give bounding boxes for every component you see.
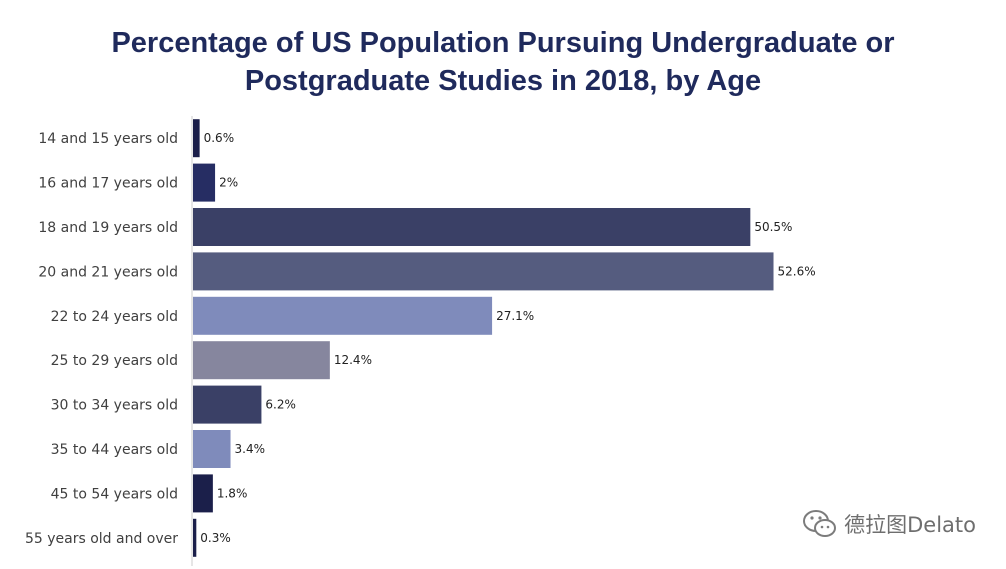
chart-title-line-1: Percentage of US Population Pursuing Und… (111, 27, 895, 59)
category-label: 35 to 44 years old (51, 442, 178, 458)
bar (193, 208, 751, 246)
value-label: 3.4% (235, 442, 265, 456)
value-label: 12.4% (334, 353, 372, 367)
value-label: 6.2% (265, 398, 296, 412)
bar (193, 119, 200, 158)
bar (193, 341, 330, 380)
wechat-icon (802, 509, 838, 539)
value-label: 2% (219, 176, 238, 190)
bar (193, 252, 774, 291)
category-label: 14 and 15 years old (38, 131, 178, 147)
watermark: 德拉图Delato (802, 509, 976, 539)
category-label: 45 to 54 years old (51, 486, 178, 502)
value-label: 52.6% (778, 264, 816, 278)
category-label: 16 and 17 years old (38, 176, 178, 192)
value-label: 0.6% (204, 131, 235, 145)
bar (193, 163, 216, 202)
category-label: 18 and 19 years old (38, 220, 178, 236)
bars-group: 14 and 15 years old 0.6% 16 and 17 years o… (25, 119, 816, 557)
category-label: 30 to 34 years old (51, 398, 178, 414)
category-label: 20 and 21 years old (38, 264, 178, 280)
value-label: 1.8% (217, 486, 248, 500)
bar (193, 296, 493, 335)
watermark-text: 德拉图Delato (844, 513, 976, 537)
value-label: 0.3% (200, 531, 231, 545)
category-label: 25 to 29 years old (51, 353, 178, 369)
chart-title: Percentage of US Population Pursuing Und… (0, 24, 1006, 100)
bar (193, 518, 197, 557)
value-label: 27.1% (496, 309, 534, 323)
value-label: 50.5% (754, 220, 792, 234)
bar (193, 474, 213, 513)
chart-title-line-2: Postgraduate Studies in 2018, by Age (244, 65, 762, 97)
bar (193, 385, 262, 424)
bar (193, 430, 231, 468)
category-label: 22 to 24 years old (51, 309, 178, 325)
category-label: 55 years old and over (25, 531, 178, 547)
